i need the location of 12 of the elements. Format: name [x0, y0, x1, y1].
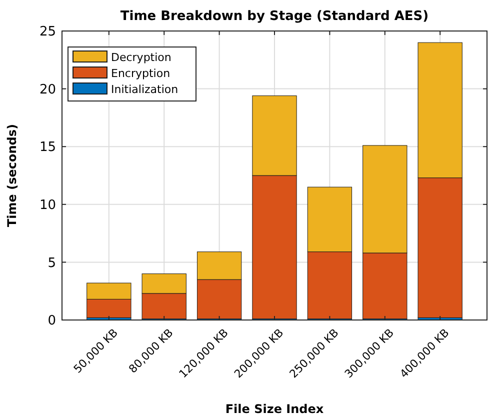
y-tick-label: 5 [48, 256, 56, 271]
y-tick-label: 10 [39, 198, 56, 213]
y-tick-label: 25 [39, 24, 56, 40]
y-tick-label: 20 [39, 82, 56, 98]
chart-title: Time Breakdown by Stage (Standard AES) [120, 9, 429, 24]
y-axis-title: Time (seconds) [5, 124, 19, 228]
y-tick-label: 15 [39, 140, 56, 156]
legend-label: Decryption [111, 50, 172, 64]
x-axis-title: File Size Index [225, 402, 324, 416]
legend-label: Initialization [111, 82, 178, 96]
legend-label: Encryption [111, 66, 170, 80]
y-tick-label: 0 [48, 314, 56, 329]
